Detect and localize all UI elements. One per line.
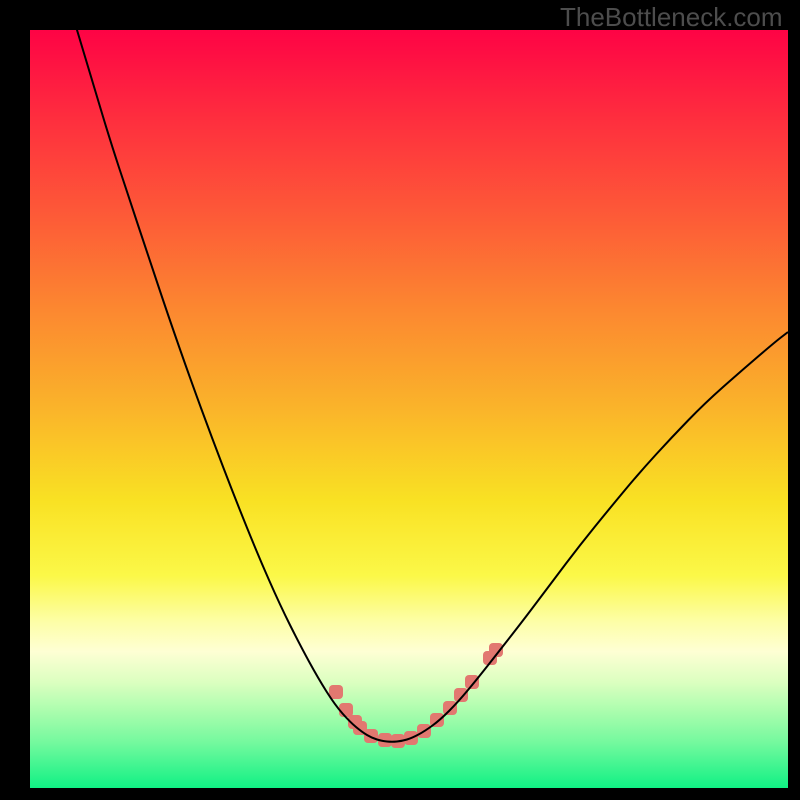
- curve-marker: [364, 729, 378, 743]
- gradient-svg: [30, 30, 788, 788]
- curve-marker: [454, 688, 468, 702]
- curve-marker: [443, 701, 457, 715]
- watermark-text: TheBottleneck.com: [560, 2, 783, 33]
- plot-area: [30, 30, 788, 788]
- gradient-background: [30, 30, 788, 788]
- chart-container: TheBottleneck.com: [0, 0, 800, 800]
- curve-marker: [465, 675, 479, 689]
- curve-marker: [339, 703, 353, 717]
